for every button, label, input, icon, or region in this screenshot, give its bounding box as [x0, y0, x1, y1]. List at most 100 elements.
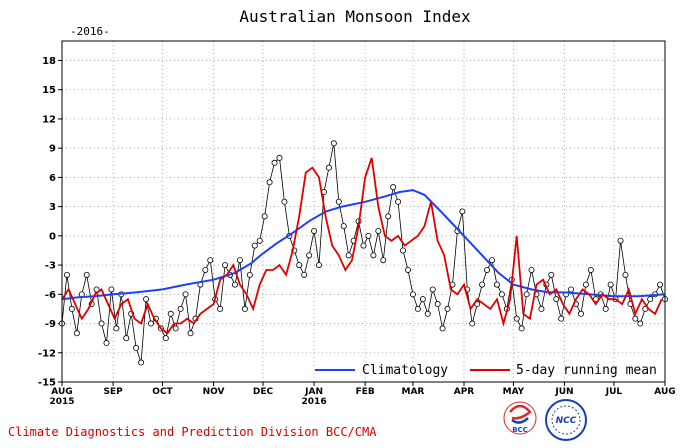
y-tick-label: 15	[42, 85, 56, 96]
daily-point	[657, 281, 664, 288]
bcc-logo-swirl-blue	[511, 417, 529, 424]
daily-point	[340, 223, 347, 230]
plot-frame	[61, 40, 666, 383]
legend-running-mean-label: 5-day running mean	[516, 363, 657, 378]
daily-point	[133, 344, 140, 351]
daily-point	[316, 262, 323, 269]
legend: Climatology 5-day running mean	[315, 363, 657, 378]
daily-point	[138, 359, 145, 366]
y-tick-label: 12	[42, 114, 56, 125]
daily-point	[207, 257, 214, 264]
y-tick-label: 3	[49, 202, 56, 213]
daily-point	[162, 335, 169, 342]
daily-point	[647, 296, 654, 303]
chart-subtitle: -2016-	[70, 25, 110, 38]
y-tick-label: -6	[45, 290, 56, 301]
daily-point	[241, 305, 248, 312]
daily-point	[365, 232, 372, 239]
daily-point	[632, 315, 639, 322]
daily-point	[177, 305, 184, 312]
daily-point	[375, 227, 382, 234]
x-tick-label: NOV	[203, 387, 225, 397]
daily-point	[479, 281, 486, 288]
daily-point	[182, 291, 189, 298]
y-tick-label: -3	[45, 261, 56, 272]
grid	[62, 41, 665, 382]
y-tick-label: -12	[38, 348, 56, 359]
daily-point	[301, 271, 308, 278]
daily-point	[380, 257, 387, 264]
daily-point	[404, 266, 411, 273]
daily-point	[261, 213, 268, 220]
daily-series-line	[61, 143, 666, 363]
daily-point	[459, 208, 466, 215]
daily-point	[637, 320, 644, 327]
daily-point	[390, 184, 397, 191]
ncc-logo: NCC	[545, 399, 587, 441]
ncc-logo-inner-ring	[551, 405, 581, 435]
daily-point	[489, 257, 496, 264]
daily-point	[498, 291, 505, 298]
x-tick-label: JUN	[554, 387, 573, 397]
daily-point	[528, 266, 535, 273]
daily-point	[558, 315, 565, 322]
daily-point	[582, 281, 589, 288]
daily-point	[236, 257, 243, 264]
daily-point	[587, 266, 594, 273]
series	[59, 140, 669, 366]
daily-point	[414, 305, 421, 312]
daily-point	[306, 252, 313, 259]
daily-point	[251, 242, 258, 249]
y-tick-label: 9	[49, 144, 56, 155]
x-tick-label: DEC	[253, 387, 274, 397]
daily-point	[622, 271, 629, 278]
daily-point	[345, 252, 352, 259]
daily-point	[469, 320, 476, 327]
daily-point	[187, 330, 194, 337]
daily-point	[266, 179, 273, 186]
daily-point	[256, 237, 263, 244]
daily-point	[231, 281, 238, 288]
daily-point	[68, 305, 75, 312]
daily-point	[98, 320, 105, 327]
daily-point	[63, 271, 70, 278]
daily-point	[73, 330, 80, 337]
daily-point	[143, 296, 150, 303]
daily-point	[271, 159, 278, 166]
footer-division-text: Climate Diagnostics and Prediction Divis…	[8, 425, 377, 439]
x-tick-label: SEP	[103, 387, 123, 397]
daily-point	[370, 252, 377, 259]
daily-point	[360, 242, 367, 249]
chart-title: Australian Monsoon Index	[239, 7, 471, 26]
daily-point	[577, 310, 584, 317]
x-tick-label: MAY	[503, 387, 525, 397]
daily-point	[439, 325, 446, 332]
daily-point	[409, 291, 416, 298]
daily-point	[513, 315, 520, 322]
daily-point	[617, 237, 624, 244]
daily-point	[518, 325, 525, 332]
daily-point	[523, 291, 530, 298]
x-tick-label: FEB	[356, 387, 375, 397]
daily-point	[325, 164, 332, 171]
daily-point	[222, 262, 229, 269]
y-axis-ticks: -15 -12 -9 -6 -3 0 3 6 9 12 15 18	[38, 56, 62, 389]
y-tick-label: -9	[45, 319, 56, 330]
daily-point	[434, 301, 441, 308]
daily-point	[419, 296, 426, 303]
daily-point	[385, 213, 392, 220]
daily-point	[429, 286, 436, 293]
bcc-logo-swirl-red	[509, 404, 532, 420]
daily-point	[217, 305, 224, 312]
daily-point	[493, 281, 500, 288]
daily-point	[167, 310, 174, 317]
climatology-line	[61, 189, 666, 301]
daily-point	[202, 266, 209, 273]
daily-point	[335, 198, 342, 205]
y-tick-label: 6	[49, 173, 56, 184]
running-mean-line	[61, 157, 663, 335]
daily-point	[395, 198, 402, 205]
daily-point	[83, 271, 90, 278]
